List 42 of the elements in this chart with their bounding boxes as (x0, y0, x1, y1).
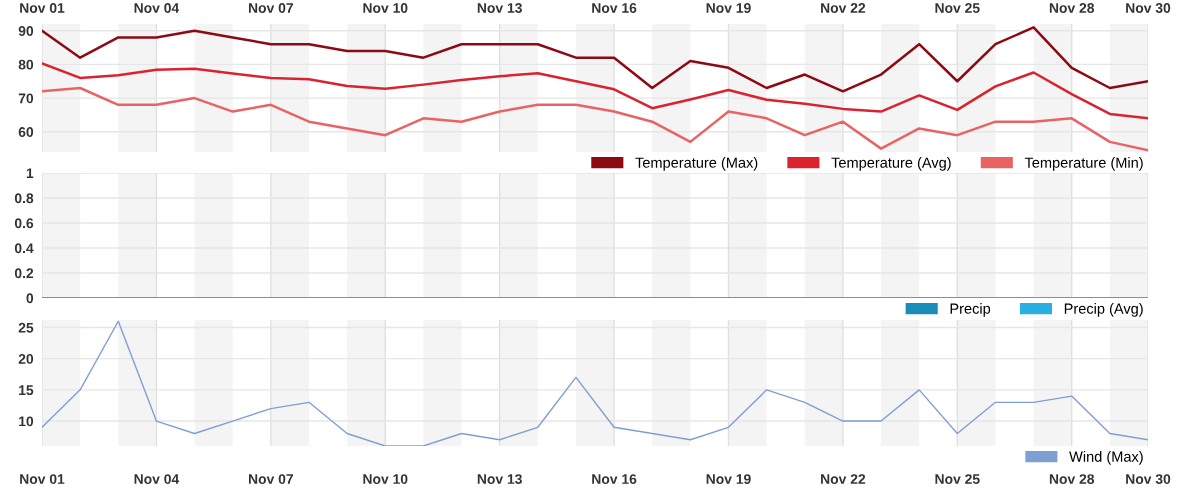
y-tick-label: 60 (18, 127, 34, 137)
x-tick-label: Nov 25 (935, 474, 980, 484)
y-tick-label: 20 (18, 354, 34, 364)
y-tick-label: 15 (19, 385, 34, 396)
x-tick-label: Nov 16 (592, 474, 637, 484)
y-tick-label: 25 (18, 322, 34, 333)
legend-label: Temperature (Max) (635, 157, 758, 171)
x-tick-label: Nov 25 (935, 3, 980, 13)
y-tick-label: 0.8 (14, 193, 34, 204)
x-tick-label: Nov 30 (1126, 474, 1171, 484)
legend-label: Wind (Max) (1069, 451, 1143, 465)
y-tick-label: 90 (18, 26, 34, 36)
x-tick-label: Nov 01 (20, 474, 65, 484)
y-tick-label: 1 (26, 168, 34, 179)
x-tick-label: Nov 28 (1049, 474, 1095, 484)
x-tick-label: Nov 19 (706, 3, 751, 13)
y-tick-label: 0.2 (14, 268, 34, 279)
x-tick-label: Nov 04 (134, 474, 180, 484)
x-tick-label: Nov 16 (592, 3, 637, 13)
x-tick-label: Nov 13 (477, 3, 522, 13)
y-tick-label: 0.6 (14, 218, 34, 229)
legend-label: Precip (950, 303, 991, 317)
x-tick-label: Nov 19 (706, 474, 751, 484)
y-tick-label: 70 (18, 93, 34, 104)
x-tick-label: Nov 22 (821, 474, 866, 484)
y-tick-label: 0.4 (14, 243, 34, 254)
x-tick-label: Nov 10 (363, 3, 408, 13)
legend-label: Precip (Avg) (1064, 303, 1143, 317)
x-tick-label: Nov 07 (248, 3, 293, 13)
x-tick-label: Nov 30 (1126, 3, 1171, 13)
y-tick-label: 10 (19, 416, 34, 427)
x-tick-label: Nov 13 (477, 474, 522, 484)
legend-label: Temperature (Min) (1024, 157, 1143, 171)
x-tick-label: Nov 04 (134, 3, 180, 13)
y-tick-label: 80 (18, 59, 34, 70)
x-tick-label: Nov 01 (20, 3, 65, 13)
x-tick-label: Nov 22 (821, 3, 866, 13)
legend-label: Temperature (Avg) (831, 157, 951, 171)
x-tick-label: Nov 10 (363, 474, 408, 484)
y-tick-label: 0 (26, 293, 34, 304)
x-tick-label: Nov 07 (248, 474, 293, 484)
x-tick-label: Nov 28 (1049, 3, 1095, 13)
